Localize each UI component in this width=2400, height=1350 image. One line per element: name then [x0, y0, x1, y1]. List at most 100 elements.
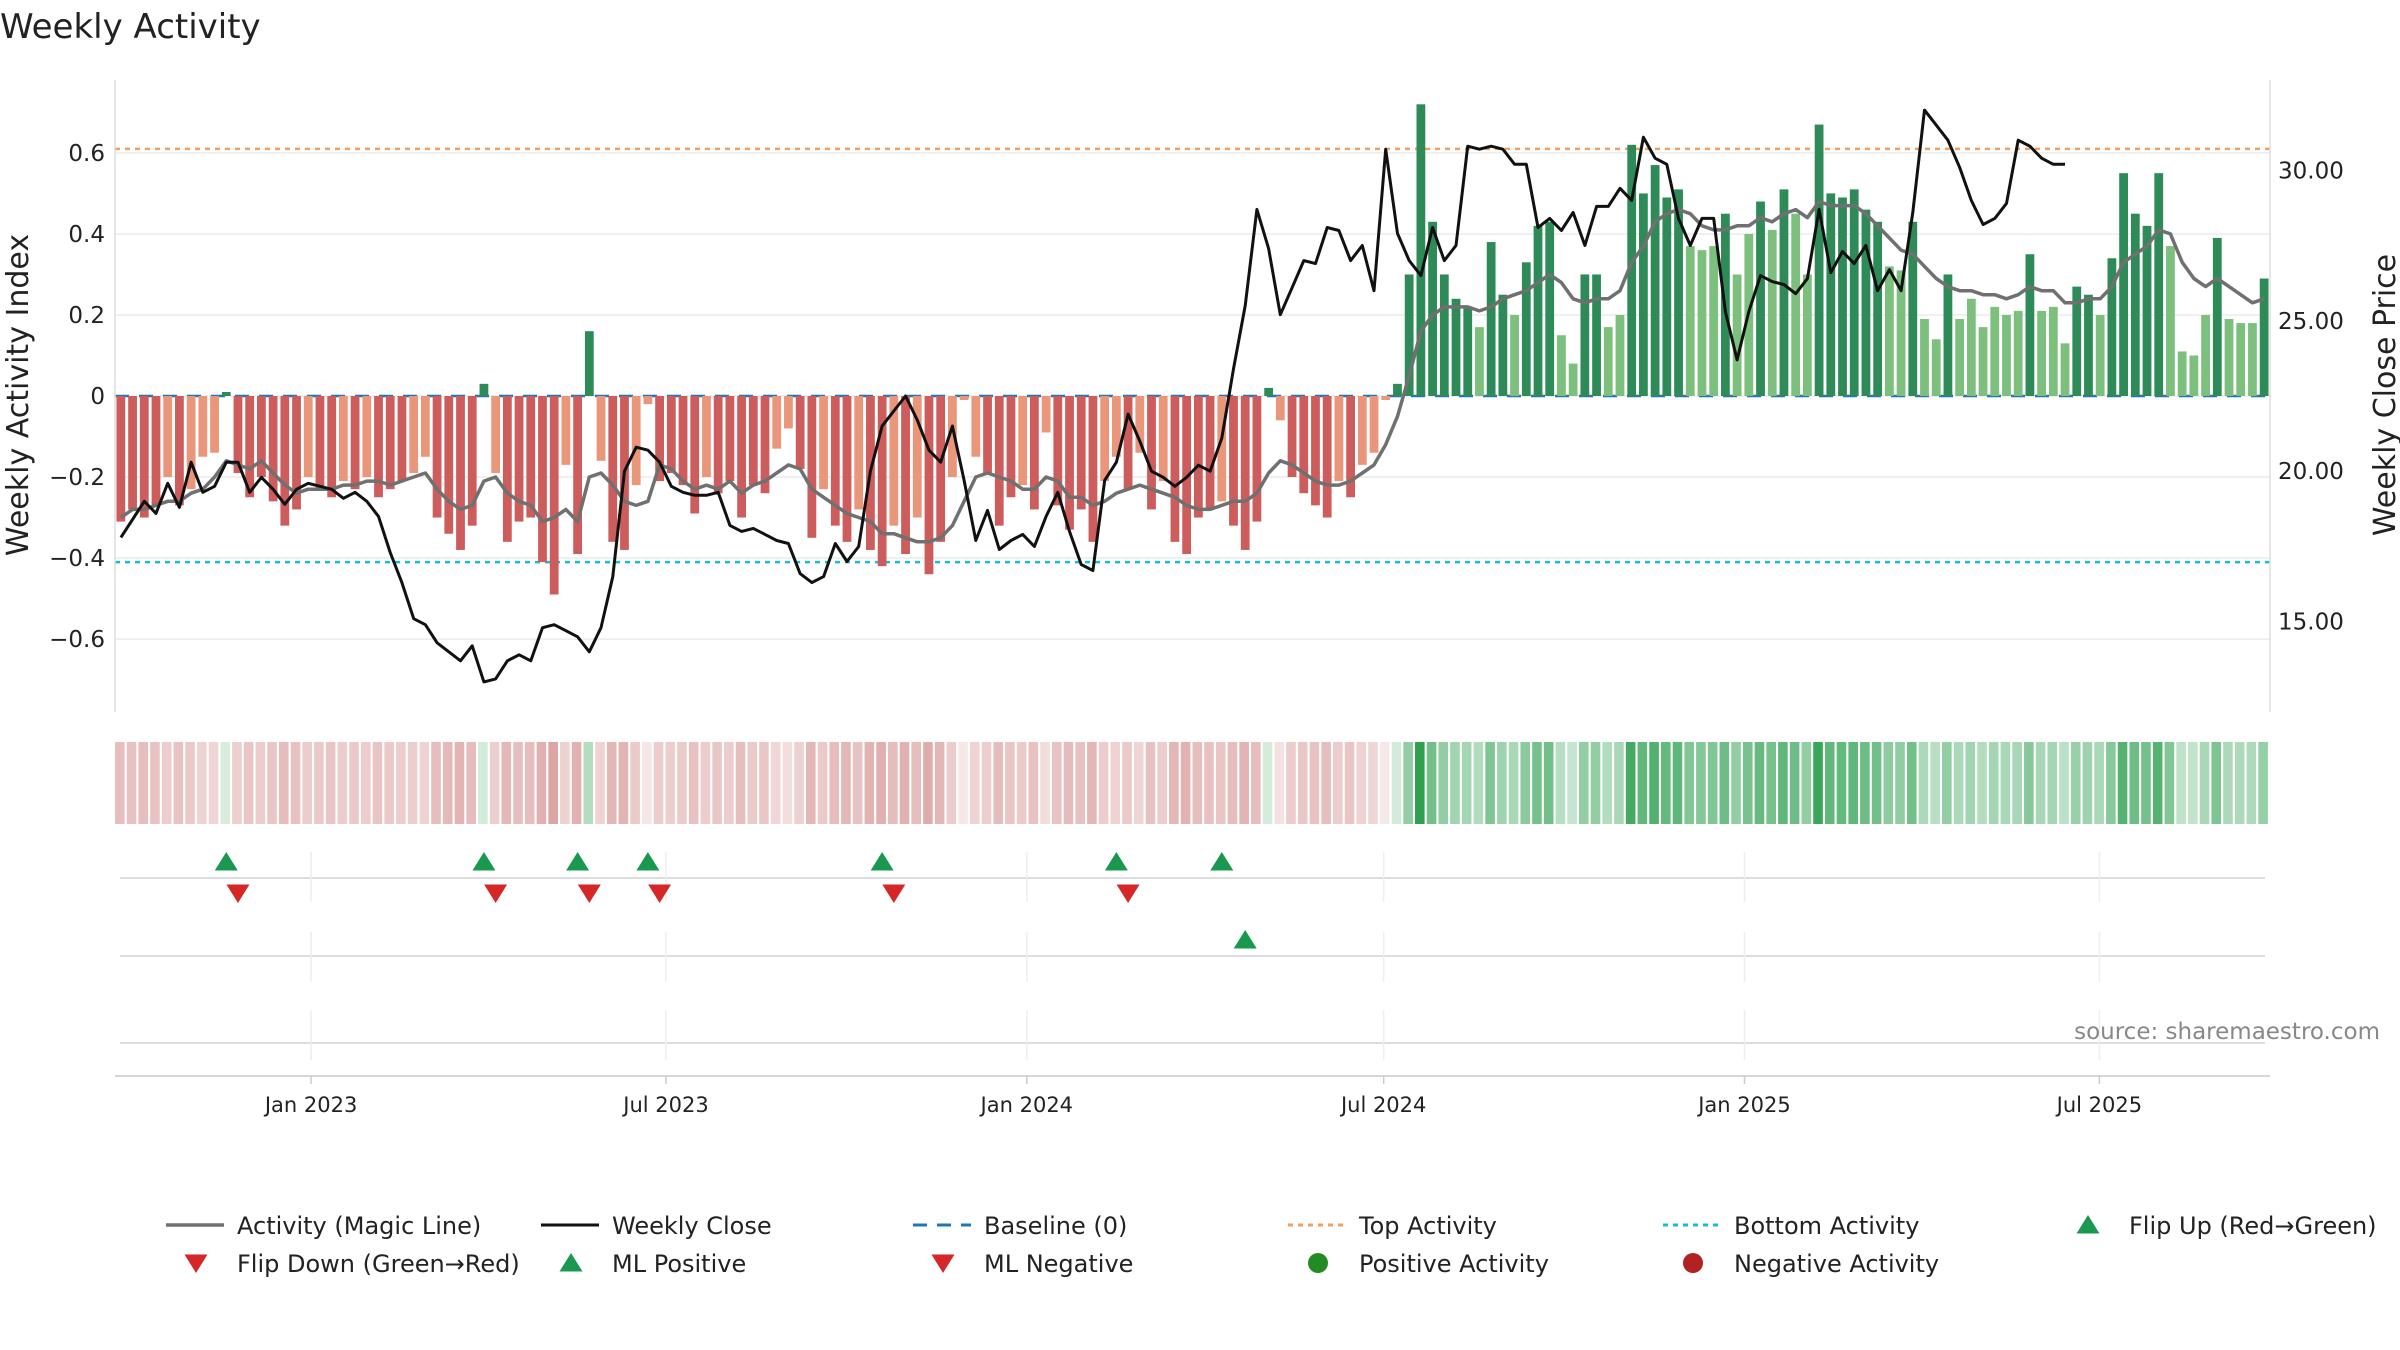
heat-strip-cell: [560, 742, 570, 824]
activity-bar: [397, 396, 407, 482]
heat-strip-cell: [1660, 742, 1671, 824]
activity-bar: [257, 396, 266, 478]
flip-up-marker: [566, 852, 590, 871]
activity-bar: [713, 396, 723, 494]
activity-bar: [1873, 221, 1883, 396]
heat-strip-cell: [1239, 742, 1249, 824]
heat-strip-cell: [1860, 742, 1870, 824]
activity-bar: [924, 396, 934, 575]
activity-bar: [1065, 396, 1074, 530]
activity-bar: [467, 396, 477, 526]
heat-strip-cell: [501, 742, 512, 824]
activity-bar: [1193, 396, 1203, 518]
activity-bar: [1170, 396, 1180, 542]
y-right-tick-label: 15.00: [2278, 610, 2344, 636]
heat-strip-cell: [1169, 742, 1179, 824]
activity-bar: [1240, 396, 1250, 550]
heat-strip-cell: [1473, 742, 1484, 824]
chart-title: Weekly Activity: [0, 7, 261, 47]
activity-bar: [784, 396, 793, 429]
heat-strip-cell: [243, 742, 254, 824]
activity-bar: [315, 396, 325, 490]
activity-bar: [1486, 242, 1496, 396]
heat-strip-cell: [782, 742, 793, 824]
activity-bar: [280, 396, 290, 526]
heat-strip-cell: [1988, 742, 1999, 824]
y-left-tick-label: 0.6: [68, 141, 105, 167]
activity-bar: [1896, 270, 1906, 396]
legend-label: Flip Up (Red→Green): [2129, 1212, 2377, 1240]
legend-label: Weekly Close: [612, 1212, 772, 1240]
heat-strip-cell: [2106, 742, 2116, 824]
activity-bar: [877, 396, 887, 567]
activity-bar: [502, 396, 512, 542]
activity-bar: [2259, 278, 2269, 396]
heat-strip-cell: [2258, 742, 2268, 824]
activity-bar: [2212, 238, 2222, 396]
axes: 0.6 0.4 0.2 0 −0.2 −0.4 −0.6 30.00 25.00 20.00 15.…: [49, 80, 2344, 712]
heat-strip-cell: [1719, 742, 1730, 824]
activity-bar: [725, 396, 735, 482]
heat-strip-cell: [372, 742, 383, 824]
heat-strip-cell: [1696, 742, 1706, 824]
activity-bar: [1334, 396, 1344, 482]
activity-bar: [608, 396, 618, 542]
activity-bar: [1006, 396, 1016, 498]
heat-strip-cell: [841, 742, 851, 824]
x-tick-label: Jan 2024: [979, 1093, 1074, 1117]
activity-bar: [1439, 274, 1449, 396]
heat-strip-cell: [1274, 742, 1285, 824]
legend-label: Positive Activity: [1359, 1250, 1549, 1278]
heat-strip-cell: [829, 742, 840, 824]
heat-strip-cell: [1789, 742, 1800, 824]
activity-bar: [1662, 197, 1672, 396]
heat-strip-cell: [1333, 742, 1343, 824]
activity-bar: [514, 396, 524, 522]
heat-strip-cell: [2152, 742, 2163, 824]
heat-strip-cell: [1368, 742, 1378, 824]
heat-strip-cell: [196, 742, 207, 824]
heat-strip-cell: [1953, 742, 1964, 824]
heat-strip-cell: [1180, 742, 1191, 824]
activity-bar: [374, 396, 383, 498]
activity-bar: [2025, 254, 2035, 396]
flip-down-marker: [226, 884, 250, 903]
heat-strip-cell: [981, 742, 992, 824]
heat-strip-cell: [478, 742, 488, 824]
heat-strip-cell: [747, 742, 758, 824]
heat-strip-cell: [548, 742, 558, 824]
heat-strip-cell: [278, 742, 289, 824]
heat-strip-cell: [1731, 742, 1741, 824]
legend-label: Flip Down (Green→Red): [237, 1250, 520, 1278]
heat-strip-cell: [923, 742, 933, 824]
activity-bar: [139, 396, 149, 518]
heat-strip-cell: [1075, 742, 1085, 824]
activity-bar: [1275, 396, 1285, 421]
heat-strip-cell: [1005, 742, 1015, 824]
heat-strip-cell: [1836, 742, 1847, 824]
activity-bar: [1287, 396, 1297, 478]
source-label: source: sharemaestro.com: [2074, 1019, 2380, 1045]
heat-strip-cell: [1930, 742, 1940, 824]
heat-strip-cell: [1742, 742, 1753, 824]
heat-strip-cell: [454, 742, 465, 824]
heat-strip-cell: [794, 742, 804, 824]
activity-bar: [959, 396, 969, 401]
heat-strip-cell: [220, 742, 231, 824]
activity-bar: [1510, 314, 1519, 396]
heat-strip-cell: [1766, 742, 1776, 824]
activity-bar: [1381, 396, 1391, 401]
activity-bar: [1322, 396, 1332, 518]
heat-strip-cell: [1461, 742, 1472, 824]
activity-bar: [1639, 193, 1648, 396]
activity-bar: [1088, 396, 1098, 542]
legend-marker-negative-dot: [1683, 1253, 1703, 1273]
heat-strip-cell: [1297, 742, 1308, 824]
heat-strip-cell: [864, 742, 875, 824]
heat-strip-cell: [806, 742, 816, 824]
heat-strip-cell: [1016, 742, 1027, 824]
activity-bar: [1861, 209, 1871, 396]
heat-strip-cell: [115, 742, 125, 824]
activity-bar: [1732, 274, 1742, 396]
activity-bar: [1756, 201, 1765, 396]
